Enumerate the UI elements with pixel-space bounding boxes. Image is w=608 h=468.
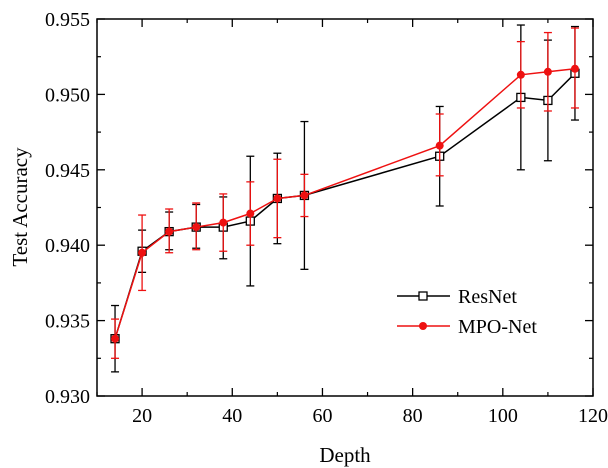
data-point	[543, 67, 552, 76]
data-point	[246, 209, 255, 218]
data-point	[192, 223, 201, 232]
x-tick-label: 100	[488, 405, 518, 427]
x-tick-label: 60	[312, 405, 332, 427]
series-line	[114, 68, 576, 339]
y-tick-label: 0.945	[45, 160, 90, 182]
data-point	[138, 248, 147, 257]
data-point	[111, 334, 120, 343]
x-axis-title: Depth	[319, 443, 371, 467]
series-mponet	[111, 27, 579, 359]
x-tick-label: 80	[403, 405, 423, 427]
data-point	[570, 64, 579, 73]
data-point	[273, 194, 282, 203]
legend-marker-mponet	[419, 322, 427, 330]
x-tick-label: 120	[578, 405, 608, 427]
legend-label-resnet: ResNet	[458, 286, 517, 308]
legend: ResNet MPO-Net	[397, 286, 537, 338]
data-point	[516, 70, 525, 79]
data-point	[300, 191, 309, 200]
y-tick-label: 0.930	[45, 386, 90, 408]
legend-label-mponet: MPO-Net	[458, 316, 537, 338]
tick-labels: 20 40 60 80 100 120 0.930 0.935 0.940 0.945 0.950 0…	[45, 9, 608, 427]
series-layer	[110, 24, 580, 373]
data-point	[165, 227, 174, 236]
x-tick-label: 40	[222, 405, 242, 427]
data-point	[435, 141, 444, 150]
plot-frame	[96, 18, 594, 397]
legend-marker-resnet	[418, 291, 428, 301]
y-tick-label: 0.935	[45, 311, 90, 333]
y-tick-label: 0.950	[45, 84, 90, 106]
data-point	[219, 218, 228, 227]
y-tick-label: 0.940	[45, 235, 90, 257]
y-axis-title: Test Accuracy	[8, 147, 32, 267]
y-tick-label: 0.955	[45, 9, 90, 31]
x-tick-label: 20	[132, 405, 152, 427]
